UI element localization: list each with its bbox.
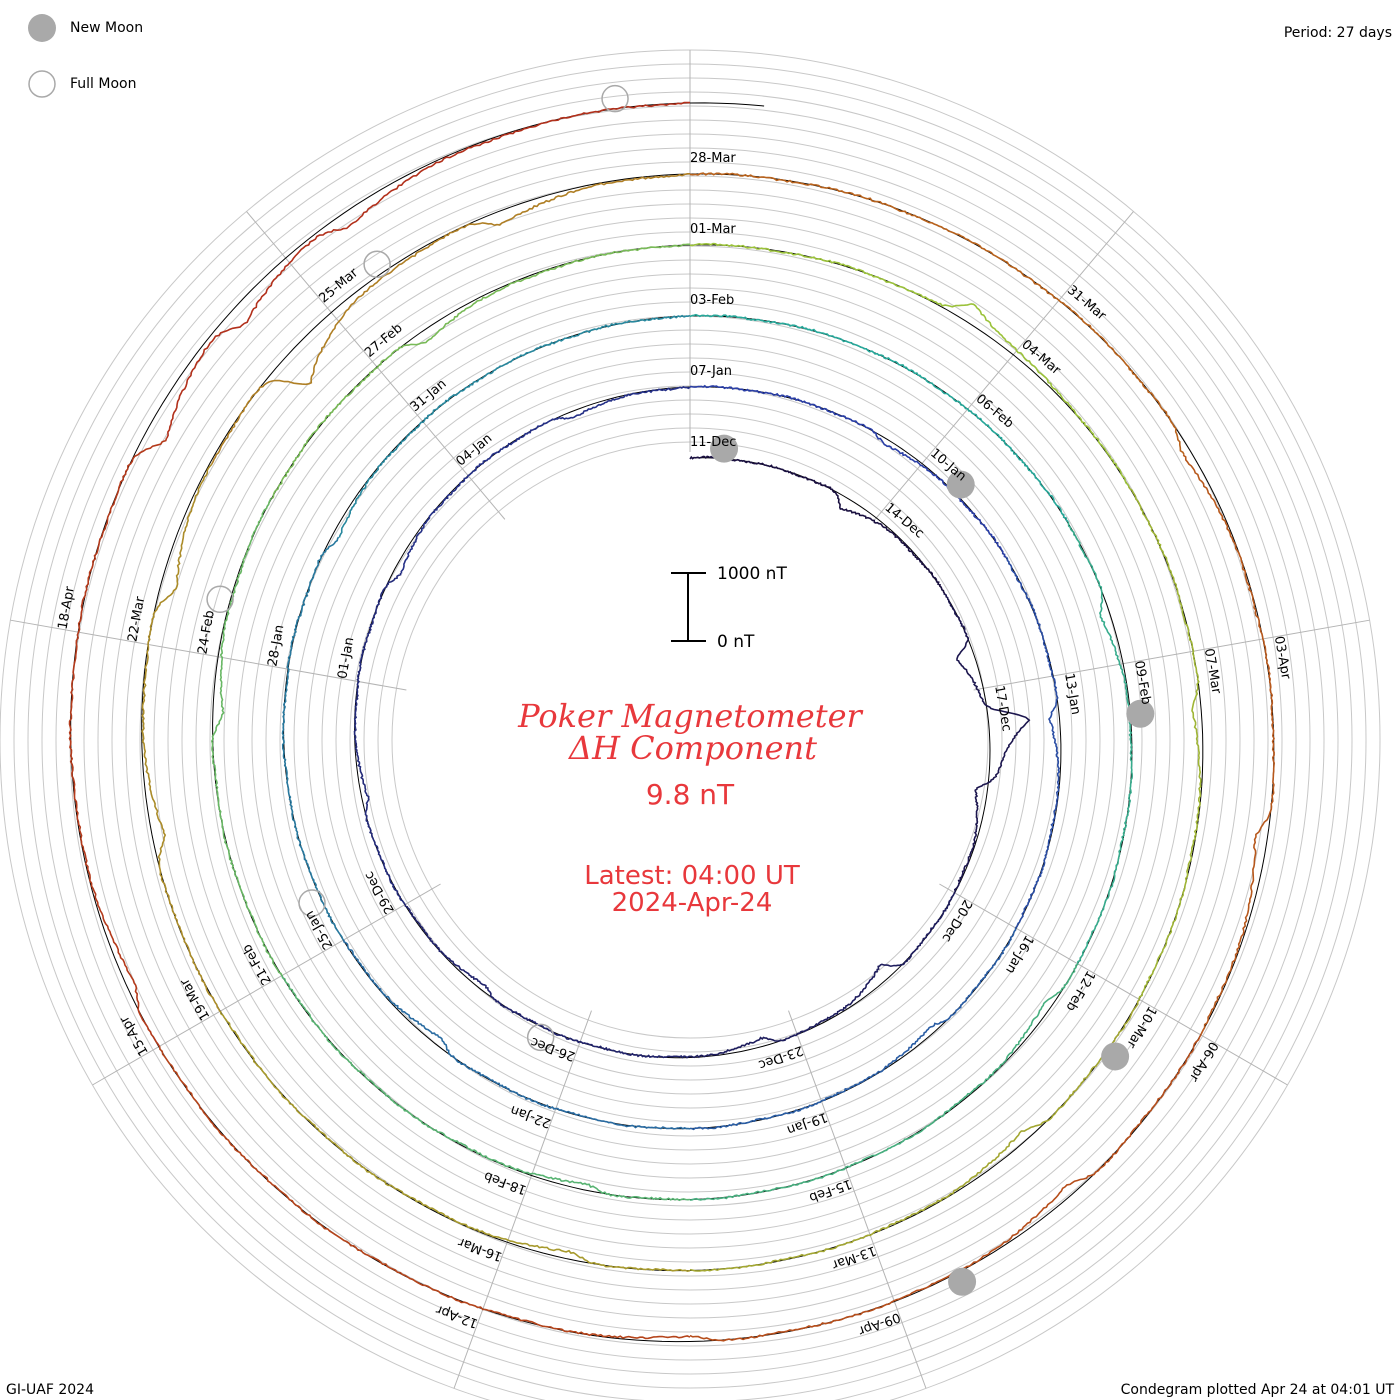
trace-segment — [689, 927, 1017, 1131]
trace-segment — [281, 975, 691, 1202]
latest-date: 2024-Apr-24 — [612, 888, 773, 918]
radial-line — [973, 619, 1370, 691]
scale-bottom-label: 0 nT — [717, 632, 755, 652]
full-moon-label: Full Moon — [70, 76, 136, 92]
chart-title: Poker Magnetometer — [517, 697, 863, 735]
trace-segment — [271, 243, 690, 500]
new-moon-marker — [948, 1267, 977, 1296]
radial-line — [874, 211, 1134, 520]
trace-segment — [210, 497, 283, 976]
new-moon-marker — [946, 470, 975, 499]
radial-line — [788, 1010, 927, 1389]
latest-time: Latest: 04:00 UT — [584, 861, 800, 891]
date-label: 03-Apr — [1271, 635, 1293, 681]
scale-bar: 1000 nT 0 nT — [671, 564, 787, 652]
current-value: 9.8 nT — [646, 778, 735, 811]
full-moon-marker — [298, 889, 326, 917]
date-label: 07-Jan — [690, 364, 732, 379]
date-label: 25-Mar — [316, 265, 361, 306]
trace-segment — [353, 572, 406, 905]
trace-segment — [211, 173, 690, 465]
radial-line — [10, 619, 407, 691]
radial-line — [939, 883, 1288, 1086]
new-moon-label: New Moon — [70, 20, 143, 36]
trace-segment — [281, 536, 345, 941]
date-label: 12-Feb — [1063, 968, 1098, 1014]
trace-segment — [141, 463, 221, 1012]
trace-segment — [689, 242, 1130, 487]
trace-segment — [689, 963, 1079, 1201]
footer-plotted: Condegram plotted Apr 24 at 04:01 UT — [1121, 1382, 1395, 1398]
trace-segment — [68, 437, 168, 1047]
trace-segment — [689, 1034, 1202, 1342]
period-label: Period: 27 days — [1284, 25, 1392, 41]
date-label: 11-Dec — [690, 435, 736, 450]
chart-subtitle: ΔH Component — [567, 729, 817, 767]
trace-segment — [1182, 454, 1276, 1036]
date-label: 24-Feb — [195, 609, 217, 655]
trace-segment — [219, 1010, 691, 1273]
trace-segment — [689, 892, 956, 1059]
date-label: 28-Mar — [690, 151, 736, 166]
radial-line — [453, 1010, 592, 1389]
data-trace — [68, 101, 1276, 1342]
new-moon-icon — [28, 14, 56, 42]
date-label: 19-Mar — [177, 975, 213, 1023]
new-moon-marker — [1126, 699, 1155, 728]
trace-segment — [166, 101, 690, 439]
date-label: 14-Dec — [882, 500, 927, 541]
trace-segment — [343, 939, 691, 1130]
trace-segment — [1005, 556, 1061, 929]
date-label: 01-Jan — [335, 636, 357, 680]
trace-segment — [689, 313, 1069, 523]
trace-segment — [943, 592, 1031, 894]
title-block: Poker Magnetometer ΔH Component 9.8 nT L… — [517, 697, 863, 918]
date-label: 03-Feb — [690, 293, 734, 308]
trace-segment — [689, 998, 1141, 1272]
trace-segment — [1127, 486, 1202, 1000]
date-label: 07-Mar — [1201, 647, 1224, 695]
trace-segment — [689, 172, 1185, 456]
date-label: 06-Apr — [1186, 1039, 1221, 1085]
date-label: 31-Mar — [1064, 283, 1109, 324]
new-moon-marker — [710, 434, 739, 463]
radial-grid-lines — [10, 50, 1370, 1389]
moon-markers — [206, 84, 1155, 1296]
radial-line — [92, 883, 441, 1086]
date-label: 17-Dec — [991, 684, 1014, 732]
new-moon-marker — [1101, 1042, 1130, 1071]
date-label: 04-Jan — [453, 431, 495, 469]
trace-segment — [338, 314, 691, 538]
footer-credit: GI-UAF 2024 — [6, 1382, 94, 1398]
trace-segment — [404, 904, 691, 1059]
trace-segment — [158, 1046, 691, 1340]
full-moon-marker — [206, 585, 234, 614]
trace-segment — [689, 384, 1007, 559]
full-moon-marker — [601, 84, 629, 113]
trace-segment — [400, 385, 691, 574]
date-label: 29-Dec — [362, 869, 398, 917]
full-moon-icon — [28, 70, 56, 98]
date-label: 10-Mar — [1123, 1003, 1159, 1051]
full-moon-marker — [526, 1023, 555, 1052]
date-label: 13-Jan — [1061, 672, 1083, 716]
full-moon-marker — [363, 250, 391, 279]
date-label: 28-Jan — [265, 624, 287, 668]
trace-segment — [1067, 521, 1134, 964]
date-label: 16-Jan — [1002, 932, 1036, 976]
scale-top-label: 1000 nT — [717, 564, 787, 584]
date-label: 01-Mar — [690, 222, 736, 237]
trace-segment — [689, 455, 945, 594]
